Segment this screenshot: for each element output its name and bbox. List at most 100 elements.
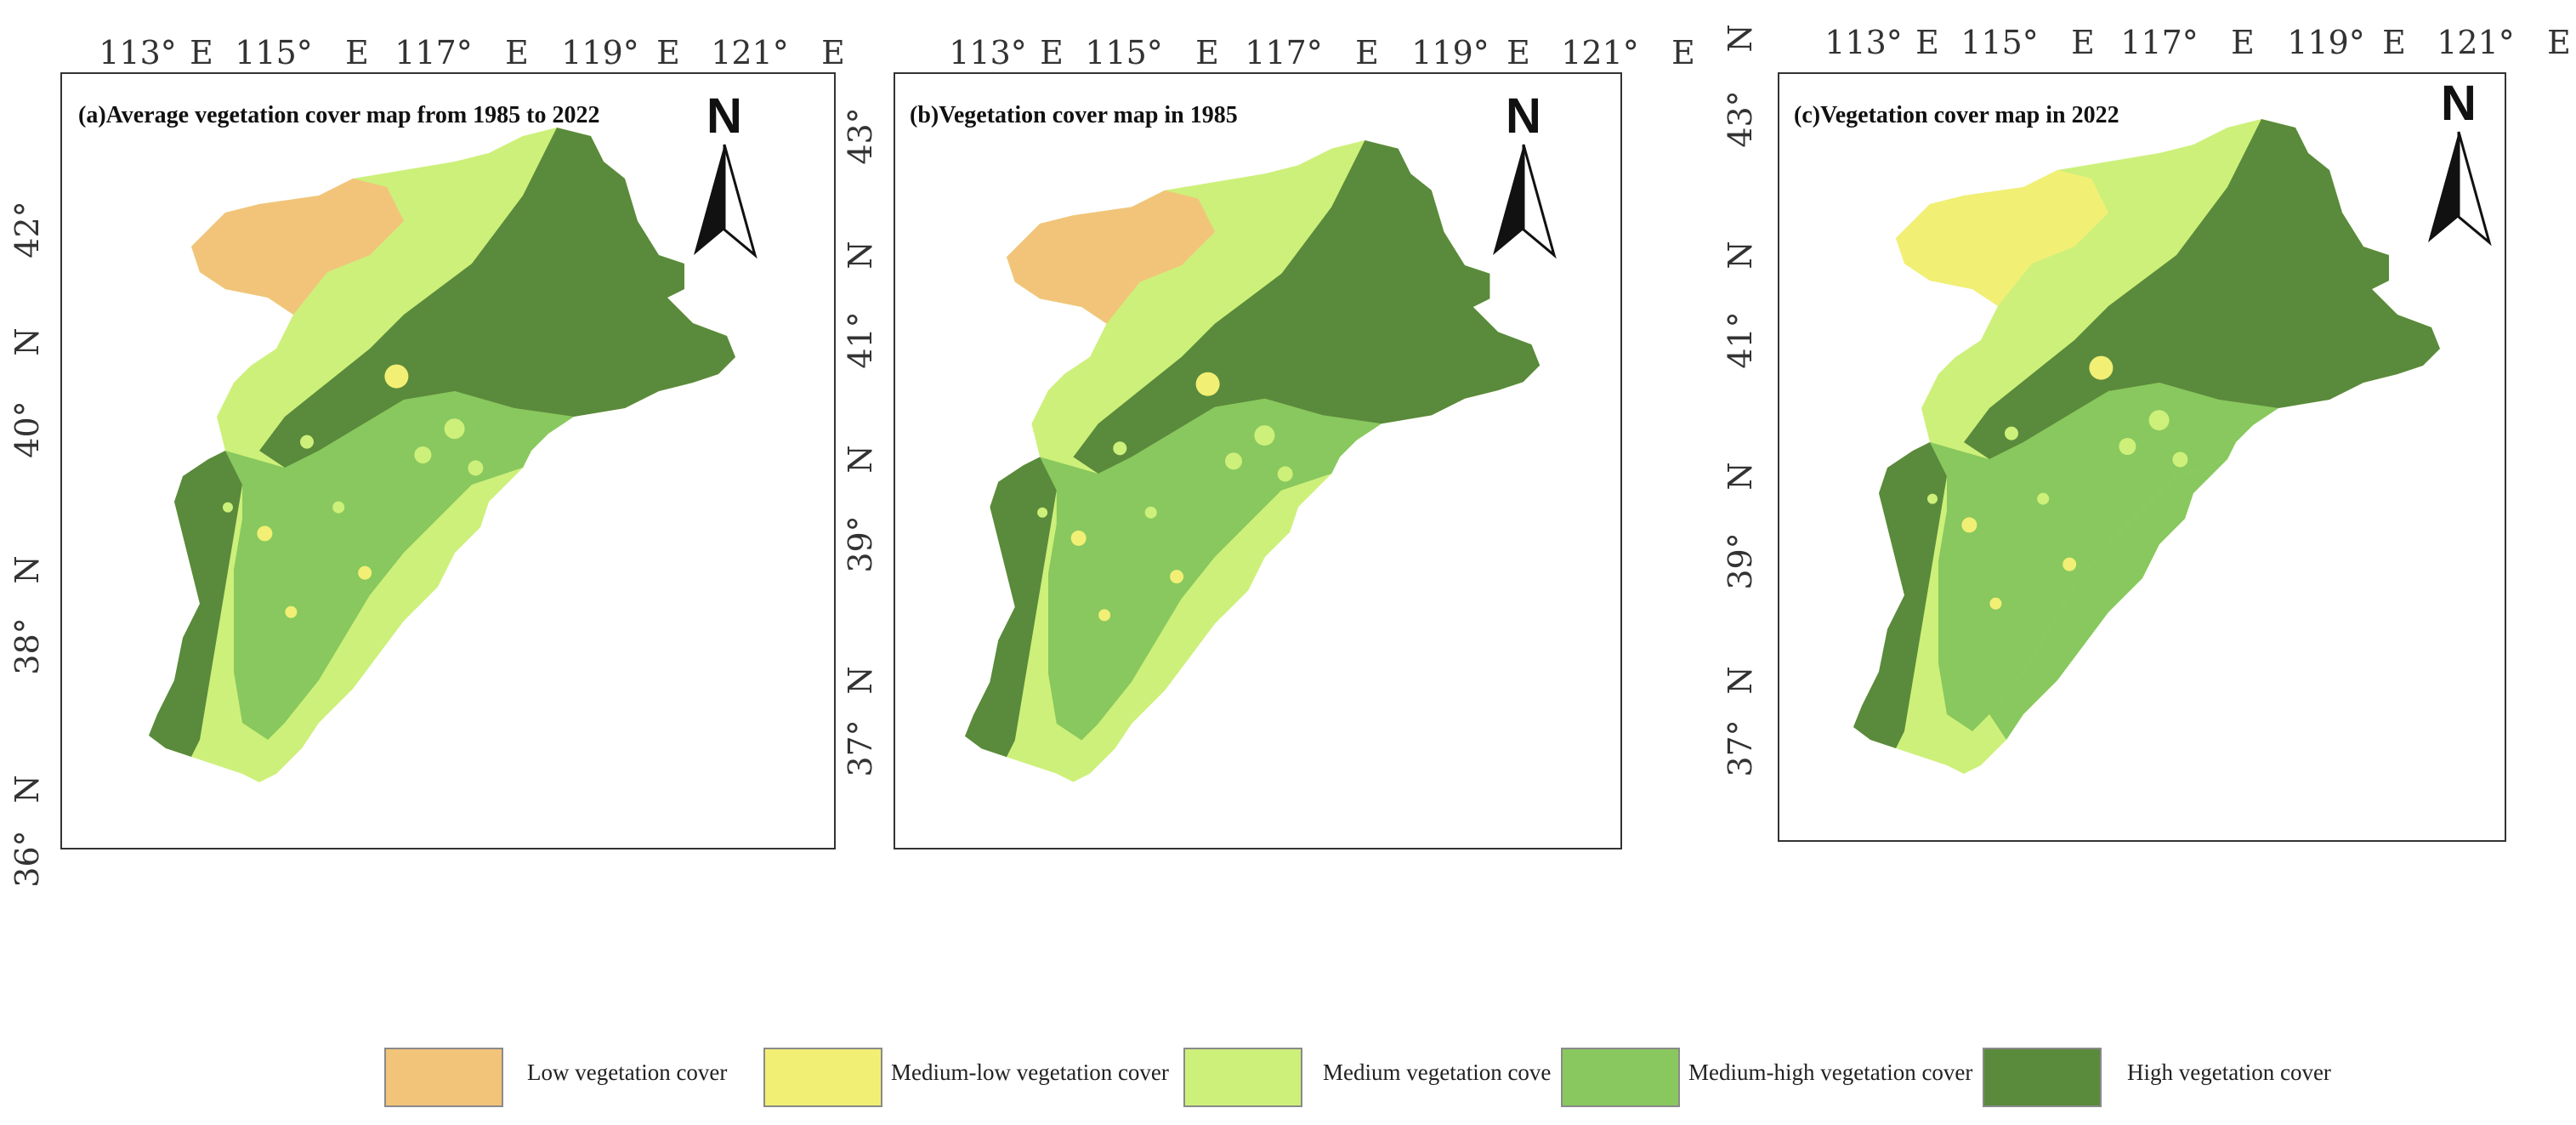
region-medium-high-band [225, 391, 574, 740]
legend-swatch-medium [1183, 1048, 1302, 1107]
north-arrow: N [694, 88, 757, 259]
lon-tick-label: E [2547, 24, 2571, 61]
region-north-low [1896, 170, 2108, 306]
lat-tick-label: N [9, 775, 46, 803]
vegetation-patch [2063, 557, 2077, 571]
north-arrow-outline-icon [2457, 131, 2492, 247]
lat-tick-label: 36° [9, 830, 46, 887]
lon-tick-label: E [505, 34, 529, 71]
vegetation-patch [2005, 426, 2018, 440]
north-arrow-outline-icon [1522, 144, 1557, 259]
map-b-svg: 113° E 115° E 117° E 119° E 121° E 43° N 41° N 39° N 37… [842, 34, 1695, 849]
lon-tick-label: E [821, 34, 845, 71]
legend-swatch-low [384, 1048, 503, 1107]
lon-tick-label: E [1671, 34, 1695, 71]
vegetation-patch [1195, 372, 1220, 396]
vegetation-patch [1144, 506, 1157, 519]
region-medium-high-band [1930, 383, 2278, 731]
lat-tick-label: 43° [842, 107, 879, 164]
north-label: N [2441, 76, 2477, 131]
panel-title: (a)Average vegetation cover map from 198… [78, 102, 600, 128]
region-medium-high-band [1040, 398, 1382, 741]
region-east-coast [285, 468, 523, 748]
legend-label-high: High vegetation cover [2127, 1060, 2331, 1085]
vegetation-patch [300, 435, 314, 449]
lon-axis: 113° E 115° E 117° E 119° E 121° E [949, 34, 1695, 71]
lat-tick-label: 39° [842, 515, 879, 572]
lat-tick-label: 41° [842, 311, 879, 368]
lon-tick-label: 115° [1960, 24, 2039, 61]
vegetation-patch [285, 605, 298, 618]
vegetation-patch [1277, 466, 1293, 482]
lon-tick-label: E [2231, 24, 2255, 61]
north-arrow: N [1493, 88, 1557, 259]
lat-axis: 42° N 40° N 38° N 36° [9, 201, 46, 887]
lon-tick-label: 113° [99, 34, 177, 71]
lon-axis: 113° E 115° E 117° E 119° E 121° E [1824, 24, 2571, 61]
lon-tick-label: 115° [235, 34, 313, 71]
vegetation-patch [414, 446, 432, 463]
vegetation-patch [1113, 441, 1127, 456]
north-arrow-icon [694, 145, 724, 255]
lon-tick-label: 113° [949, 34, 1027, 71]
legend-label-medium-low: Medium-low vegetation cover [891, 1060, 1169, 1085]
legend-swatch-medium-high [1561, 1048, 1680, 1107]
lat-tick-label: N [9, 555, 46, 583]
vegetation-patch [1225, 452, 1242, 470]
region-north-low [191, 179, 404, 315]
lat-tick-label: N [1722, 462, 1759, 490]
lon-axis: 113° E 115° E 117° E 119° E 121° E [99, 34, 845, 71]
panel-title: (c)Vegetation cover map in 2022 [1794, 102, 2119, 128]
lon-tick-label: E [1195, 34, 1219, 71]
lat-tick-label: N [1722, 666, 1759, 694]
region-north-low [1007, 190, 1215, 324]
lat-tick-label: 37° [1722, 719, 1759, 776]
lat-tick-label: 43° [1722, 90, 1759, 147]
lon-tick-label: 121° [711, 34, 789, 71]
lon-tick-label: 117° [2120, 24, 2199, 61]
lat-tick-label: N [842, 241, 879, 269]
vegetation-patch [2037, 492, 2050, 505]
region-layer [149, 128, 735, 782]
vegetation-patch [1961, 517, 1977, 533]
legend-label-low: Low vegetation cover [527, 1060, 728, 1085]
lon-tick-label: E [656, 34, 680, 71]
map-panel-b: 113° E 115° E 117° E 119° E 121° E 43° N 41° N 39° N 37… [842, 0, 1726, 901]
lat-axis: N 43° N 41° N 39° N 37° [1722, 24, 1759, 776]
vegetation-patch [2172, 452, 2188, 468]
vegetation-patch [1927, 493, 1938, 504]
lon-tick-label: E [2071, 24, 2095, 61]
map-panel-a: 113° E 115° E 117° E 119° E 121° E 42° N 40° N 38° N 36… [0, 0, 850, 901]
lon-tick-label: 117° [394, 34, 473, 71]
north-label: N [1506, 88, 1541, 144]
north-label: N [706, 88, 742, 144]
lon-tick-label: E [1355, 34, 1379, 71]
lon-tick-label: 119° [1411, 34, 1489, 71]
vegetation-patch [2119, 438, 2136, 455]
vegetation-patch [332, 501, 345, 514]
lon-tick-label: E [1915, 24, 1939, 61]
vegetation-patch [444, 418, 465, 440]
vegetation-patch [1098, 609, 1111, 622]
north-arrow-icon [2428, 132, 2459, 242]
region-southwest-high [1853, 442, 1947, 748]
region-east-coast [1989, 459, 2227, 740]
lat-tick-label: N [842, 666, 879, 694]
vegetation-patch [1037, 507, 1048, 518]
north-arrow-outline-icon [723, 144, 757, 259]
lon-tick-label: E [345, 34, 369, 71]
lat-tick-label: N [842, 445, 879, 473]
lat-tick-label: 38° [9, 617, 46, 674]
lon-tick-label: 121° [2437, 24, 2515, 61]
lon-tick-label: E [1040, 34, 1064, 71]
lat-tick-label: N [1722, 24, 1759, 52]
region-east-coast [1098, 474, 1332, 749]
lon-tick-label: E [190, 34, 213, 71]
legend: Low vegetation cover Medium-low vegetati… [0, 1043, 2576, 1111]
lon-tick-label: 121° [1561, 34, 1639, 71]
lon-tick-label: 117° [1245, 34, 1323, 71]
region-high-core [1964, 119, 2440, 459]
map-a-svg: 113° E 115° E 117° E 119° E 121° E 42° N 40° N 38° N 36… [9, 34, 845, 888]
region-high-core [259, 128, 735, 468]
lat-tick-label: 37° [842, 719, 879, 776]
